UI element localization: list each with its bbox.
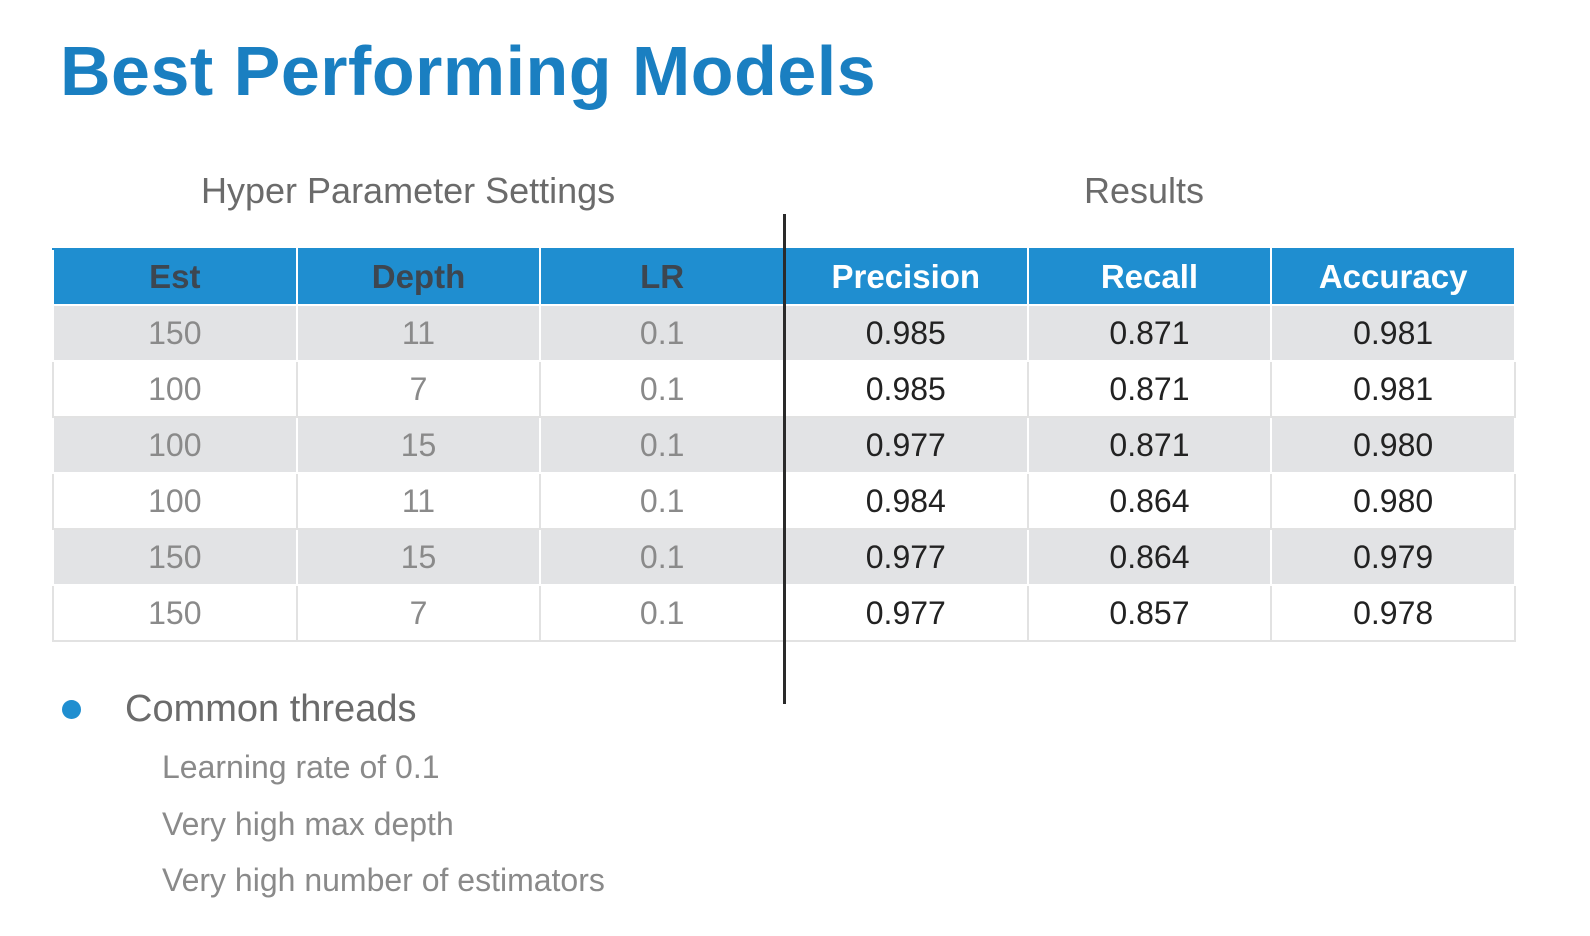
cell-precision: 0.985 xyxy=(782,360,1029,418)
cell-lr: 0.1 xyxy=(539,360,785,418)
cell-accuracy: 0.980 xyxy=(1270,472,1516,530)
sub-item-max-depth: Very high max depth xyxy=(162,806,454,842)
cell-depth: 15 xyxy=(295,528,542,586)
table-row: 150 15 0.1 0.977 0.864 0.979 xyxy=(52,528,1516,586)
cell-accuracy: 0.979 xyxy=(1270,528,1516,586)
bullet-label: Common threads xyxy=(125,687,417,730)
hyper-parameter-settings-label: Hyper Parameter Settings xyxy=(201,170,616,211)
cell-accuracy: 0.980 xyxy=(1270,416,1516,474)
cell-est: 150 xyxy=(52,304,298,362)
cell-lr: 0.1 xyxy=(539,304,785,362)
cell-precision: 0.977 xyxy=(782,416,1029,474)
table-row: 100 7 0.1 0.985 0.871 0.981 xyxy=(52,360,1516,418)
cell-depth: 15 xyxy=(295,416,542,474)
cell-est: 100 xyxy=(52,416,298,474)
section-divider xyxy=(783,214,786,704)
sub-item-estimators: Very high number of estimators xyxy=(162,862,605,898)
cell-recall: 0.857 xyxy=(1026,584,1273,642)
cell-est: 100 xyxy=(52,472,298,530)
cell-depth: 11 xyxy=(295,472,542,530)
cell-recall: 0.871 xyxy=(1026,416,1273,474)
slide-title: Best Performing Models xyxy=(60,32,877,110)
table-header-row: Est Depth LR Precision Recall Accuracy xyxy=(52,248,1516,306)
header-depth: Depth xyxy=(295,248,542,306)
header-lr: LR xyxy=(539,248,785,306)
cell-precision: 0.977 xyxy=(782,584,1029,642)
cell-depth: 11 xyxy=(295,304,542,362)
header-est: Est xyxy=(52,248,298,306)
cell-recall: 0.864 xyxy=(1026,528,1273,586)
cell-lr: 0.1 xyxy=(539,416,785,474)
header-recall: Recall xyxy=(1026,248,1273,306)
table-row: 150 11 0.1 0.985 0.871 0.981 xyxy=(52,304,1516,362)
sub-item-learning-rate: Learning rate of 0.1 xyxy=(162,749,440,785)
cell-precision: 0.977 xyxy=(782,528,1029,586)
cell-recall: 0.871 xyxy=(1026,360,1273,418)
cell-precision: 0.984 xyxy=(782,472,1029,530)
header-accuracy: Accuracy xyxy=(1270,248,1516,306)
cell-accuracy: 0.981 xyxy=(1270,304,1516,362)
table-row: 100 11 0.1 0.984 0.864 0.980 xyxy=(52,472,1516,530)
bullet-dot-icon xyxy=(62,699,81,719)
cell-est: 150 xyxy=(52,584,298,642)
table-row: 150 7 0.1 0.977 0.857 0.978 xyxy=(52,584,1516,642)
cell-lr: 0.1 xyxy=(539,472,785,530)
cell-recall: 0.871 xyxy=(1026,304,1273,362)
cell-est: 100 xyxy=(52,360,298,418)
cell-accuracy: 0.978 xyxy=(1270,584,1516,642)
cell-recall: 0.864 xyxy=(1026,472,1273,530)
table-row: 100 15 0.1 0.977 0.871 0.980 xyxy=(52,416,1516,474)
cell-accuracy: 0.981 xyxy=(1270,360,1516,418)
results-label: Results xyxy=(1084,170,1205,211)
cell-est: 150 xyxy=(52,528,298,586)
cell-depth: 7 xyxy=(295,584,542,642)
cell-lr: 0.1 xyxy=(539,528,785,586)
cell-lr: 0.1 xyxy=(539,584,785,642)
cell-depth: 7 xyxy=(295,360,542,418)
header-precision: Precision xyxy=(782,248,1029,306)
common-threads-bullet: Common threads xyxy=(62,686,416,732)
cell-precision: 0.985 xyxy=(782,304,1029,362)
results-table: Est Depth LR Precision Recall Accuracy 1… xyxy=(52,248,1516,642)
